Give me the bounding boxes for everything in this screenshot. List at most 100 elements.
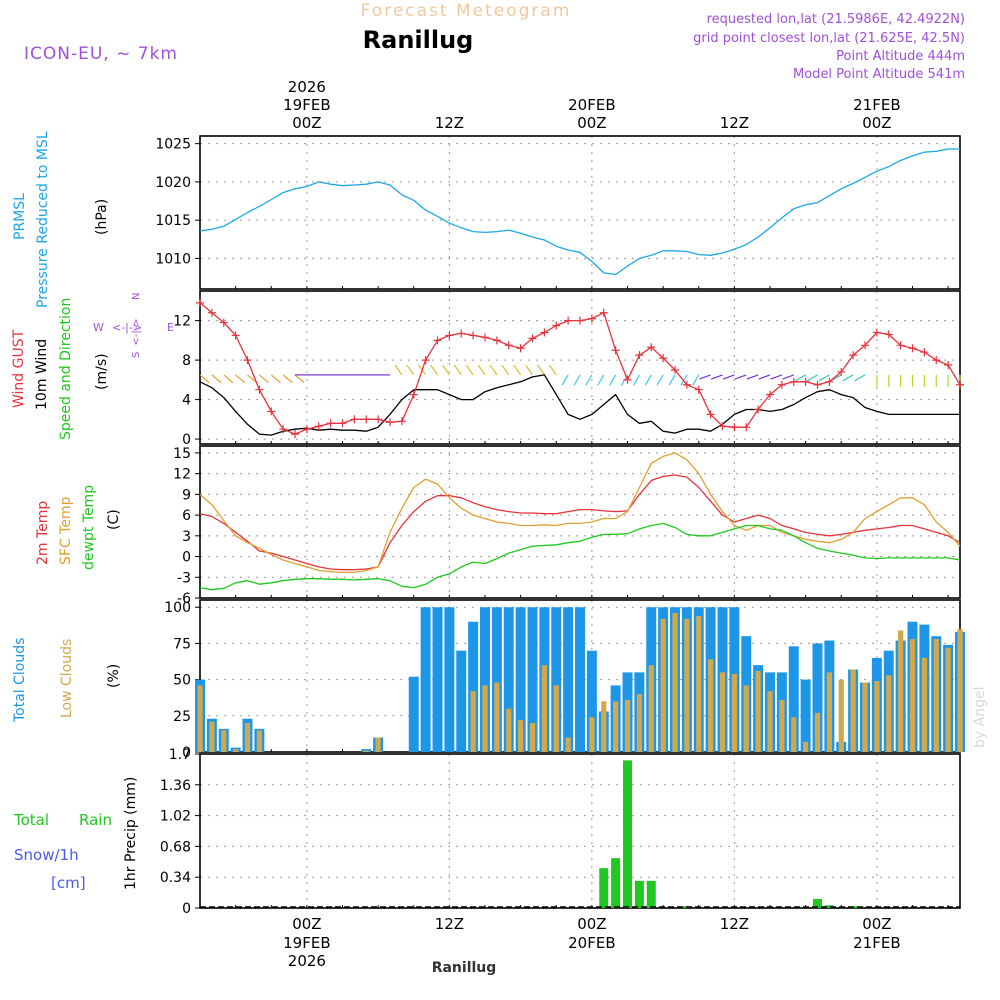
ytick-label: 1015 — [155, 213, 191, 229]
gust-marker — [944, 361, 953, 370]
compass-s: S — [131, 352, 142, 358]
wind-arrow — [477, 364, 486, 376]
precip-ylabels: Total Rain Snow/1h [cm] 1hr Precip (mm) — [13, 777, 139, 892]
low-clouds-label: Low Clouds — [59, 639, 75, 718]
rain-bar — [611, 858, 621, 908]
total-cloud-bar — [491, 607, 502, 752]
wind-arrow — [711, 374, 723, 380]
pressure-line — [199, 148, 960, 276]
low-cloud-bar — [826, 672, 832, 752]
ytick-label: 15 — [173, 446, 191, 462]
low-cloud-bar — [814, 712, 821, 752]
total-label: Total — [13, 811, 49, 829]
gust-marker — [682, 380, 691, 389]
low-cloud-bar — [209, 721, 215, 752]
total-cloud-bar — [468, 621, 479, 752]
ytick-label: 50 — [173, 673, 191, 689]
wind-panel: 0 4 8 12 — [173, 290, 964, 448]
total-cloud-bar — [444, 607, 455, 752]
wind-arrow — [235, 374, 246, 384]
low-cloud-bar — [909, 639, 916, 752]
wind-arrow — [699, 374, 711, 380]
ytick-label: 75 — [173, 636, 191, 652]
gust-marker — [457, 329, 466, 338]
wind-arrow — [294, 374, 305, 384]
wind-arrow — [818, 374, 830, 382]
low-cloud-bar — [375, 737, 381, 752]
low-cloud-bar — [518, 720, 524, 752]
gust-marker — [611, 346, 620, 355]
wind-arrow — [609, 374, 617, 386]
clouds-unit: (%) — [106, 664, 122, 688]
ytick-label: 0 — [182, 901, 191, 917]
pressure-panel: 1010 1015 1020 1025 — [155, 135, 961, 290]
gust-marker — [267, 407, 276, 416]
gust-marker — [647, 343, 656, 352]
low-cloud-bar — [589, 717, 595, 752]
low-cloud-bar — [684, 618, 690, 752]
total-cloud-bar — [432, 607, 443, 752]
clouds-ylabels: Total Clouds Low Clouds (%) — [12, 638, 122, 723]
bottom-tick-label: 00Z — [862, 915, 891, 933]
wind-unit: (m/s) — [94, 353, 110, 390]
gust-marker — [766, 390, 774, 399]
total-cloud-bar — [586, 650, 597, 752]
dewpt-line — [199, 522, 961, 591]
gust-marker — [386, 418, 394, 427]
wind10m-line — [199, 374, 960, 436]
low-cloud-bar — [838, 679, 844, 752]
gust-marker — [291, 430, 299, 439]
watermark: by Angel — [972, 687, 988, 748]
wind-arrow — [223, 374, 234, 384]
gust-marker — [671, 365, 679, 374]
rain-bar — [622, 760, 633, 908]
ytick-label: 1.7 — [169, 747, 191, 763]
total-cloud-bar — [480, 607, 490, 752]
top-tick-label: 00Z — [292, 114, 321, 132]
gust-marker — [659, 354, 668, 363]
gust-marker — [706, 410, 715, 419]
gust-marker — [552, 321, 561, 330]
low-cloud-bar — [803, 741, 809, 752]
gust-marker — [801, 377, 810, 386]
gust-marker — [350, 415, 359, 424]
ytick-label: 1010 — [155, 251, 191, 267]
gust-marker — [742, 423, 751, 432]
compass-e: E — [167, 321, 174, 334]
gust-marker — [445, 331, 454, 340]
wind10m-label: 10m Wind — [34, 339, 50, 410]
low-cloud-bar — [898, 630, 904, 752]
low-cloud-bar — [672, 613, 678, 752]
wind-compass: N S <-|-> W <-|-> E — [93, 293, 174, 358]
wind-arrow — [561, 374, 569, 386]
wind-arrow — [537, 364, 545, 376]
total-cloud-bar — [551, 607, 562, 752]
rain-bar — [812, 898, 823, 908]
wind-arrow — [806, 374, 818, 382]
low-cloud-bar — [933, 639, 939, 752]
wind-arrow — [842, 374, 854, 382]
bottom-tick-day: 20FEB — [568, 934, 615, 952]
bottom-tick-label: 00Z — [577, 915, 606, 933]
compass-w: W — [93, 321, 104, 334]
gust-marker — [516, 344, 525, 353]
gust-marker — [813, 380, 822, 389]
gust-marker — [469, 331, 478, 340]
wind-arrow — [282, 374, 293, 384]
low-cloud-bar — [648, 665, 654, 752]
wind-arrow — [513, 364, 522, 376]
wind-arrow — [644, 374, 652, 386]
ytick-label: 0 — [182, 745, 191, 761]
total-clouds-label: Total Clouds — [12, 638, 28, 723]
pressure-ylabels: PRMSL Pressure Reduced to MSL (hPa) — [12, 131, 110, 308]
precip-unit: 1hr Precip (mm) — [123, 777, 139, 890]
low-cloud-bar — [755, 670, 761, 752]
low-cloud-bar — [743, 685, 749, 752]
point-altitude: Point Altitude 444m — [836, 49, 965, 64]
top-tick-label: 12Z — [435, 114, 464, 132]
ytick-label: 4 — [182, 393, 191, 409]
ytick-label: 0 — [182, 550, 191, 566]
wind-arrow — [394, 364, 403, 376]
low-cloud-bar — [601, 701, 607, 752]
